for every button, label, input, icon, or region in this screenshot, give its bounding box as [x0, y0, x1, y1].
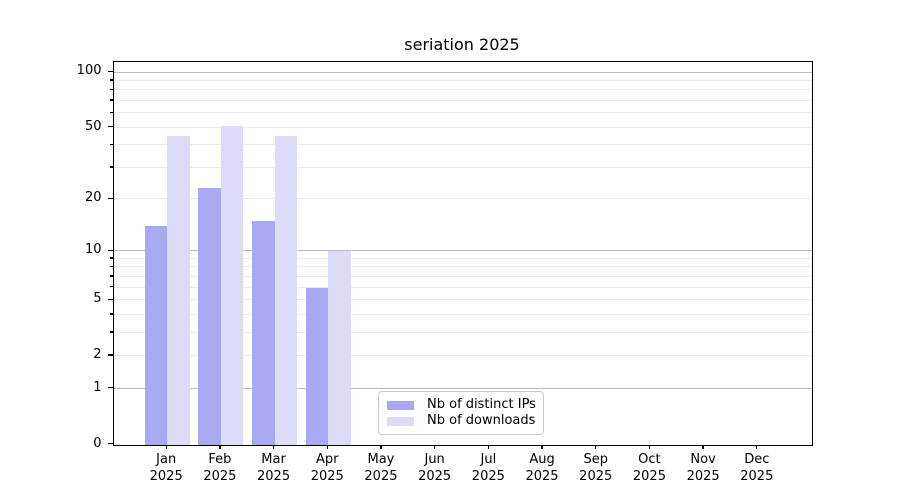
y-minor-tick: [109, 166, 113, 168]
x-tick-label: May 2025: [364, 451, 398, 484]
grid-line-major: [113, 250, 812, 252]
y-minor-tick: [109, 143, 113, 145]
bar-distinct-ips: [198, 188, 221, 445]
y-minor-tick: [109, 197, 113, 199]
grid-line-minor: [113, 112, 812, 114]
legend-item-downloads: Nb of downloads: [387, 413, 536, 428]
grid-line-minor: [113, 144, 812, 146]
y-tick-label: 0: [93, 435, 102, 451]
y-tick-label: 5: [93, 291, 102, 307]
grid-line-minor: [113, 198, 812, 200]
legend-label-downloads: Nb of downloads: [427, 413, 536, 428]
grid-line-minor: [113, 286, 812, 288]
legend-swatch-downloads: [387, 416, 414, 426]
grid-line-minor: [113, 313, 812, 315]
x-tick: [595, 444, 597, 449]
x-tick-label: Oct 2025: [632, 451, 666, 484]
x-tick: [219, 444, 221, 449]
x-tick-label: Jul 2025: [471, 451, 505, 484]
x-tick-label: Feb 2025: [203, 451, 237, 484]
chart-title: seriation 2025: [404, 35, 520, 54]
bar-distinct-ips: [144, 226, 168, 445]
x-tick-label: Dec 2025: [740, 451, 774, 484]
grid-line-minor: [113, 89, 812, 91]
legend-swatch-distinct-ips: [387, 400, 414, 410]
y-minor-tick: [109, 313, 113, 315]
x-tick: [165, 444, 167, 449]
y-minor-tick: [109, 99, 113, 101]
grid-line-minor: [113, 166, 812, 168]
y-minor-tick: [109, 88, 113, 91]
x-tick-label: Sep 2025: [579, 451, 613, 484]
grid-line-minor: [113, 266, 812, 268]
bar-downloads: [167, 135, 190, 445]
grid-line-minor: [113, 257, 812, 259]
bar-downloads: [220, 126, 244, 445]
x-tick: [702, 444, 704, 449]
y-tick: [107, 249, 113, 251]
bar-downloads: [328, 251, 351, 445]
x-tick-label: Aug 2025: [525, 451, 559, 484]
y-minor-tick: [109, 331, 113, 333]
y-tick-label: 100: [76, 63, 102, 79]
grid-line-major: [113, 387, 812, 389]
bar-distinct-ips: [305, 287, 329, 445]
y-minor-tick: [109, 79, 113, 81]
y-minor-tick: [109, 298, 113, 300]
plot-area: [112, 60, 813, 446]
y-minor-tick: [109, 126, 113, 128]
x-tick-label: Mar 2025: [257, 451, 291, 484]
y-tick: [107, 443, 113, 445]
y-tick-label: 1: [93, 379, 102, 395]
legend-item-distinct-ips: Nb of distinct IPs: [387, 397, 536, 412]
y-tick: [107, 70, 113, 73]
y-minor-tick: [109, 286, 113, 288]
y-minor-tick: [109, 111, 113, 113]
grid-line-minor: [113, 275, 812, 277]
x-tick-label: Nov 2025: [686, 451, 720, 484]
x-tick: [487, 444, 489, 449]
x-tick: [648, 444, 651, 449]
grid-line-minor: [113, 126, 812, 128]
x-tick: [272, 444, 275, 449]
y-tick: [107, 387, 113, 389]
y-minor-tick: [109, 265, 113, 268]
x-tick-label: Jan 2025: [149, 451, 183, 484]
grid-line-minor: [113, 299, 812, 301]
grid-line-minor: [113, 99, 812, 101]
legend: Nb of distinct IPs Nb of downloads: [378, 391, 544, 435]
legend-label-distinct-ips: Nb of distinct IPs: [427, 397, 536, 412]
x-tick-label: Apr 2025: [310, 451, 344, 484]
grid-line-major: [113, 71, 812, 73]
bar-distinct-ips: [252, 221, 275, 445]
y-minor-tick: [109, 275, 113, 277]
grid-line-minor: [113, 79, 812, 81]
y-tick-label: 2: [93, 346, 102, 362]
grid-line-minor: [113, 354, 812, 356]
y-tick-label: 20: [84, 190, 102, 206]
x-tick: [756, 444, 758, 449]
x-tick: [326, 444, 328, 449]
y-tick-label: 10: [84, 242, 102, 258]
x-tick: [380, 444, 382, 449]
x-tick: [541, 444, 543, 449]
y-tick-label: 50: [84, 118, 102, 134]
x-tick: [434, 444, 436, 449]
grid-line-minor: [113, 331, 812, 333]
y-minor-tick: [109, 257, 113, 259]
bar-downloads: [274, 135, 297, 445]
x-tick-label: Jun 2025: [418, 451, 452, 484]
y-minor-tick: [109, 354, 113, 356]
